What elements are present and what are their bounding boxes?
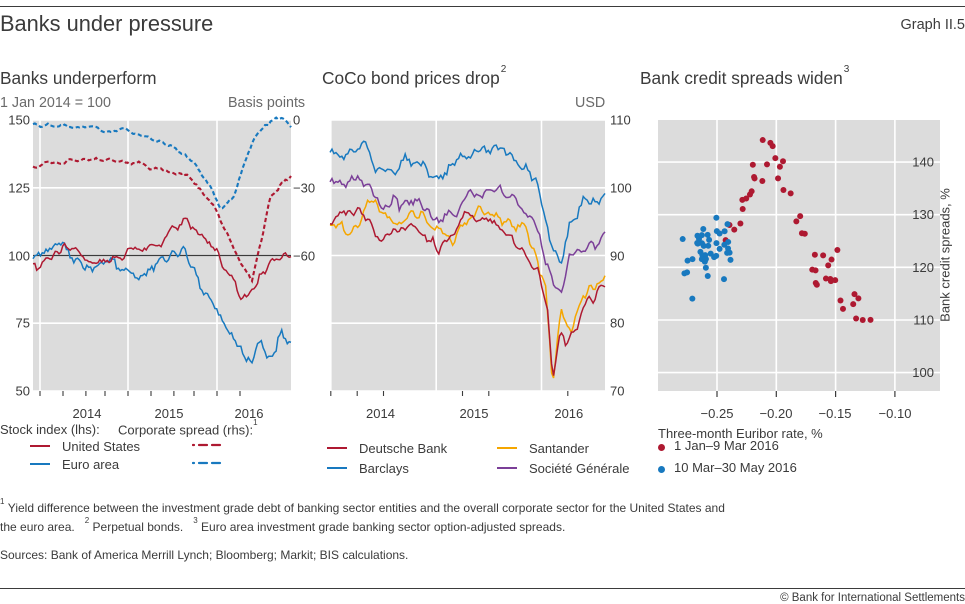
svg-text:100: 100 — [912, 365, 934, 380]
svg-text:140: 140 — [912, 155, 934, 170]
svg-text:110: 110 — [913, 313, 934, 328]
svg-text:120: 120 — [912, 260, 934, 275]
svg-text:130: 130 — [912, 207, 934, 222]
